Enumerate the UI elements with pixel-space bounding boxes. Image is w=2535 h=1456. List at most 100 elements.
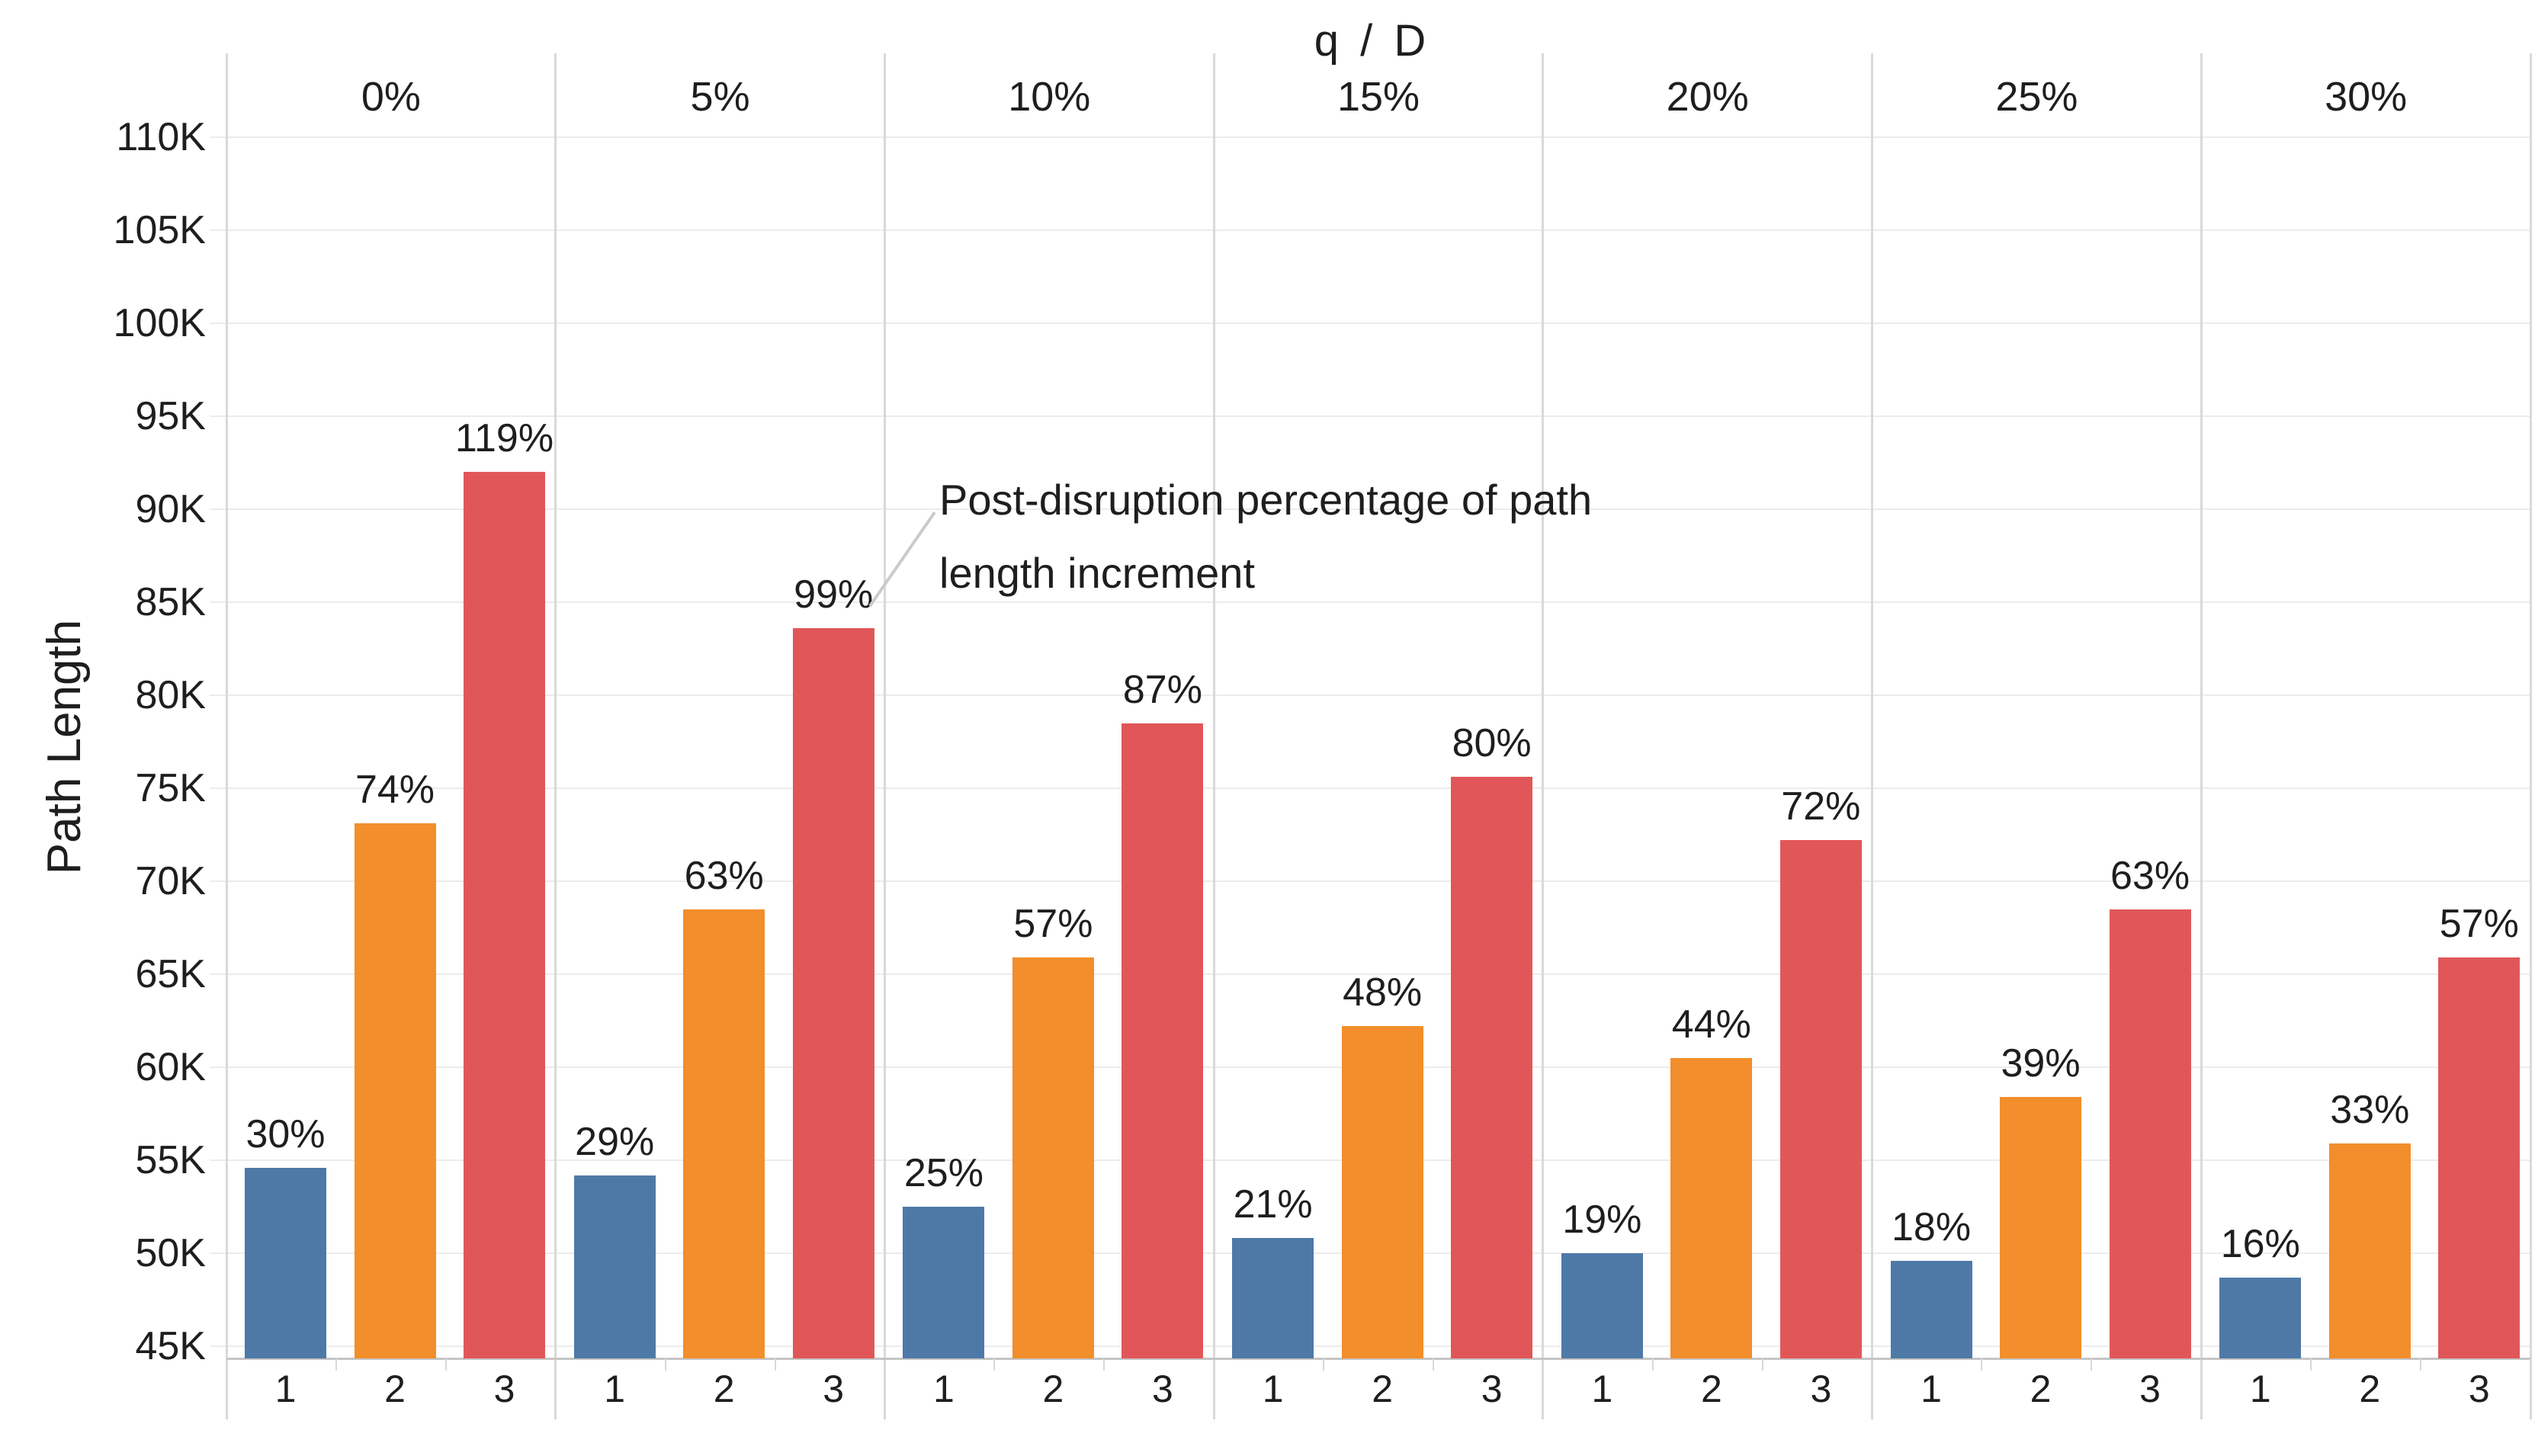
y-tick-label: 80K: [135, 673, 206, 717]
bar-15%-3: [1451, 777, 1533, 1358]
bar-value-label: 21%: [1233, 1182, 1313, 1227]
x-tick-label: 1: [1262, 1368, 1284, 1410]
bar-15%-2: [1341, 1026, 1423, 1358]
x-tick-label: 1: [1591, 1368, 1613, 1410]
x-axis-line: [226, 1358, 2530, 1360]
y-tick-label: 105K: [113, 208, 206, 252]
y-tick-label: 75K: [135, 766, 206, 810]
bar-value-label: 39%: [2001, 1041, 2081, 1086]
y-gridline: [210, 322, 2530, 324]
bar-value-label: 16%: [2220, 1221, 2300, 1266]
bar-value-label: 74%: [355, 768, 435, 813]
bar-5%-3: [792, 628, 874, 1358]
x-tick-label: 2: [1372, 1368, 1394, 1410]
category-boundary-tick: [1981, 1358, 1983, 1371]
x-tick-label: 1: [1921, 1368, 1942, 1410]
y-gridline: [210, 229, 2530, 231]
x-tick-label: 3: [823, 1368, 845, 1410]
column-header: 20%: [1666, 74, 1749, 120]
x-tick-label: 2: [1700, 1368, 1722, 1410]
column-field-title: q / D: [1314, 16, 1431, 66]
category-boundary-tick: [774, 1358, 776, 1371]
category-boundary-tick: [1651, 1358, 1654, 1371]
bar-value-label: 30%: [245, 1111, 326, 1156]
category-boundary-tick: [2310, 1358, 2312, 1371]
bar-5%-1: [573, 1175, 656, 1358]
column-header: 25%: [1995, 74, 2078, 120]
category-boundary-tick: [1103, 1358, 1105, 1371]
x-tick-label: 1: [2249, 1368, 2271, 1410]
y-gridline: [210, 694, 2530, 696]
bar-value-label: 18%: [1892, 1204, 1972, 1249]
x-tick-label: 3: [2139, 1368, 2161, 1410]
y-gridline: [210, 136, 2530, 138]
x-tick-label: 2: [2030, 1368, 2052, 1410]
x-tick-label: 1: [274, 1368, 297, 1410]
bar-value-label: 19%: [1562, 1198, 1642, 1242]
bar-value-label: 48%: [1343, 970, 1423, 1015]
bar-0%-1: [245, 1167, 326, 1358]
bar-value-label: 44%: [1671, 1002, 1751, 1047]
y-gridline: [210, 601, 2530, 603]
y-tick-label: 45K: [135, 1324, 206, 1368]
annotation-text: Post-disruption percentage of path lengt…: [939, 463, 1592, 610]
category-boundary-tick: [1761, 1358, 1763, 1371]
bar-value-label: 57%: [2439, 902, 2519, 947]
y-gridline: [210, 787, 2530, 789]
bar-15%-1: [1232, 1238, 1314, 1358]
category-boundary-tick: [993, 1358, 996, 1371]
y-tick-label: 50K: [135, 1231, 206, 1275]
y-axis-title: Path Length: [38, 619, 91, 875]
bar-10%-2: [1012, 957, 1094, 1358]
category-boundary-tick: [1432, 1358, 1434, 1371]
bar-value-label: 29%: [575, 1119, 655, 1164]
bar-30%-2: [2328, 1143, 2411, 1358]
x-tick-label: 1: [933, 1368, 955, 1410]
bar-value-label: 119%: [454, 416, 554, 461]
group-separator: [1871, 53, 1874, 1419]
y-tick-label: 100K: [113, 301, 206, 345]
y-axis-line: [225, 53, 228, 1419]
y-tick-label: 110K: [116, 115, 206, 159]
bar-value-label: 99%: [794, 572, 874, 617]
group-separator: [1542, 53, 1545, 1419]
x-tick-label: 3: [1152, 1368, 1173, 1410]
y-tick-label: 60K: [135, 1045, 206, 1089]
bar-25%-1: [1890, 1260, 1972, 1358]
bar-value-label: 87%: [1122, 667, 1202, 712]
category-boundary-tick: [1323, 1358, 1325, 1371]
y-gridline: [210, 880, 2530, 882]
x-tick-label: 2: [384, 1368, 406, 1410]
bar-value-label: 80%: [1452, 721, 1532, 766]
bar-25%-2: [2000, 1097, 2082, 1358]
group-separator: [554, 53, 557, 1419]
bar-value-label: 63%: [2110, 853, 2190, 898]
x-tick-label: 3: [1481, 1368, 1503, 1410]
bar-30%-1: [2219, 1277, 2302, 1358]
column-header: 15%: [1336, 74, 1420, 120]
category-boundary-tick: [335, 1358, 337, 1371]
group-separator: [1212, 53, 1215, 1419]
bar-value-label: 63%: [684, 853, 764, 898]
bar-20%-3: [1779, 840, 1862, 1358]
annotation-line-1: Post-disruption percentage of path: [939, 476, 1593, 524]
y-tick-label: 55K: [135, 1138, 206, 1182]
bar-10%-3: [1121, 723, 1204, 1358]
y-gridline: [210, 973, 2530, 975]
group-separator: [883, 53, 886, 1419]
category-boundary-tick: [664, 1358, 666, 1371]
bar-0%-3: [464, 472, 545, 1358]
bar-value-label: 72%: [1781, 784, 1861, 829]
x-tick-label: 3: [493, 1368, 515, 1410]
group-separator: [2529, 53, 2532, 1419]
x-tick-label: 2: [1042, 1368, 1064, 1410]
bar-20%-1: [1561, 1253, 1643, 1358]
bar-value-label: 25%: [903, 1151, 984, 1195]
column-header: 30%: [2325, 74, 2408, 120]
annotation-line-2: length increment: [939, 549, 1256, 597]
x-tick-label: 3: [2468, 1368, 2490, 1410]
y-tick-label: 70K: [135, 859, 206, 903]
bar-30%-3: [2438, 957, 2521, 1358]
bar-25%-3: [2109, 909, 2191, 1358]
